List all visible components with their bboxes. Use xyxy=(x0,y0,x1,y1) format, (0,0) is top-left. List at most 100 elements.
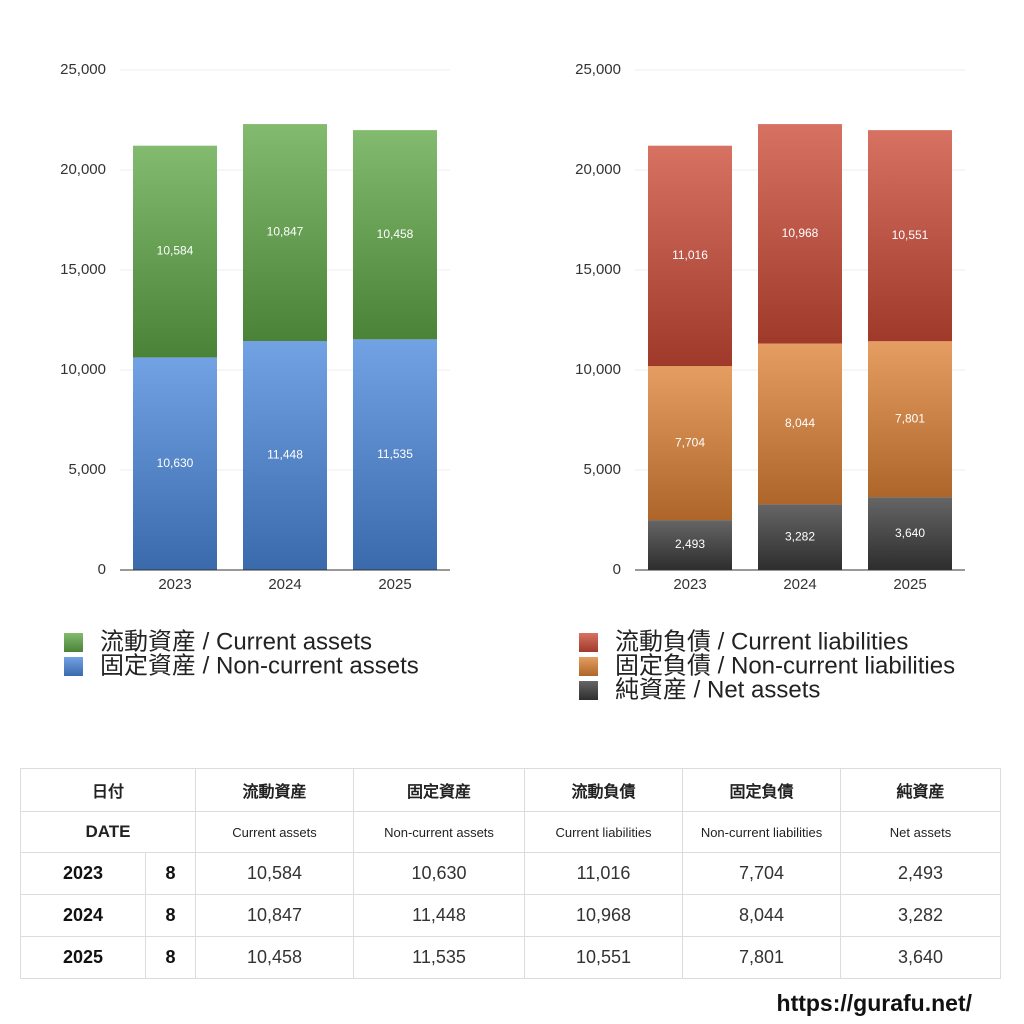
legend-label: 固定資産 / Non-current assets xyxy=(100,652,419,679)
table-cell: 3,282 xyxy=(840,894,1002,937)
bar-shade xyxy=(648,520,732,570)
bar-shade xyxy=(868,341,952,498)
value-label: 10,551 xyxy=(892,228,929,242)
table-cell: 10,551 xyxy=(524,936,684,979)
y-tick-label: 5,000 xyxy=(68,461,106,478)
table-cell: Non-current liabilities xyxy=(682,811,842,853)
y-tick-label: 20,000 xyxy=(60,161,106,178)
x-tick-label: 2025 xyxy=(893,576,926,593)
bar-shade xyxy=(868,130,952,342)
legend-swatch-shade xyxy=(64,633,83,652)
legend-label: 純資産 / Net assets xyxy=(615,676,820,703)
table-cell: 8,044 xyxy=(682,894,842,937)
y-tick-label: 10,000 xyxy=(575,361,621,378)
bar-shade xyxy=(243,124,327,342)
table-cell: Current liabilities xyxy=(524,811,684,853)
bar-shade xyxy=(758,124,842,344)
table-cell: 7,704 xyxy=(682,852,842,895)
x-tick-label: 2024 xyxy=(783,576,816,593)
table-cell: 2025 xyxy=(20,936,146,979)
data-table: 日付 流動資産 固定資産 流動負債 固定負債 純資産 DATE Current assets N… xyxy=(19,768,1002,979)
table-cell: 2023 xyxy=(20,852,146,895)
y-tick-label: 20,000 xyxy=(575,161,621,178)
value-label: 10,584 xyxy=(157,244,194,258)
table-cell: DATE xyxy=(19,811,197,853)
value-label: 8,044 xyxy=(785,416,815,430)
table-cell: 10,847 xyxy=(195,894,355,937)
bar-shade xyxy=(133,145,217,358)
header-row: DATE Current assets Non-current assets Curr… xyxy=(19,811,1002,853)
legend-label: 固定負債 / Non-current liabilities xyxy=(615,652,955,679)
table-cell: 11,448 xyxy=(353,894,526,937)
bar-shade xyxy=(133,357,217,570)
table-cell: 7,801 xyxy=(682,936,842,979)
value-label: 10,847 xyxy=(267,225,304,239)
table-cell: 純資産 xyxy=(840,768,1002,812)
value-label: 3,640 xyxy=(895,526,925,540)
y-tick-label: 5,000 xyxy=(583,461,621,478)
table-cell: 固定負債 xyxy=(682,768,842,812)
value-label: 11,016 xyxy=(672,248,708,262)
table-cell: 2024 xyxy=(20,894,146,937)
x-tick-label: 2023 xyxy=(673,576,706,593)
body-row: 2025 8 10,458 11,535 10,551 7,801 3,640 xyxy=(20,936,1002,979)
table-cell: Non-current assets xyxy=(353,811,526,853)
table-cell: 8 xyxy=(144,852,197,895)
bar-shade xyxy=(648,145,732,367)
bar-shade xyxy=(758,343,842,505)
y-tick-label: 15,000 xyxy=(60,261,106,278)
body-row: 2024 8 10,847 11,448 10,968 8,044 3,282 xyxy=(20,894,1002,937)
table-cell: 11,535 xyxy=(353,936,526,979)
x-tick-label: 2025 xyxy=(378,576,411,593)
y-tick-label: 25,000 xyxy=(575,61,621,78)
table-cell: 10,584 xyxy=(195,852,355,895)
legend-swatch-shade xyxy=(579,681,598,700)
value-label: 11,535 xyxy=(377,447,413,461)
table-cell: 流動資産 xyxy=(195,768,355,812)
value-label: 3,282 xyxy=(785,529,815,543)
body-row: 2023 8 10,584 10,630 11,016 7,704 2,493 xyxy=(20,852,1002,895)
legend-swatch-shade xyxy=(579,657,598,676)
value-label: 10,968 xyxy=(782,226,819,240)
legend-label: 流動負債 / Current liabilities xyxy=(615,628,908,655)
table-cell: 8 xyxy=(144,936,197,979)
table-cell: 10,630 xyxy=(353,852,526,895)
table-cell: Net assets xyxy=(840,811,1002,853)
value-label: 11,448 xyxy=(267,448,303,462)
table-cell: 10,968 xyxy=(524,894,684,937)
y-tick-label: 0 xyxy=(613,561,621,578)
bar-shade xyxy=(353,130,437,340)
legend-swatch-shade xyxy=(579,633,598,652)
y-tick-label: 15,000 xyxy=(575,261,621,278)
x-tick-label: 2023 xyxy=(158,576,191,593)
bar-shade xyxy=(868,497,952,570)
value-label: 2,493 xyxy=(675,537,705,551)
bar-shade xyxy=(648,366,732,521)
y-tick-label: 25,000 xyxy=(60,61,106,78)
table-cell: 11,016 xyxy=(524,852,684,895)
table-cell: 2,493 xyxy=(840,852,1002,895)
header-row: 日付 流動資産 固定資産 流動負債 固定負債 純資産 xyxy=(19,768,1002,812)
footer-url: https://gurafu.net/ xyxy=(776,990,972,1016)
table-cell: 3,640 xyxy=(840,936,1002,979)
bar-shade xyxy=(353,339,437,570)
table-cell: 固定資産 xyxy=(353,768,526,812)
y-tick-label: 0 xyxy=(98,561,106,578)
table-cell: 日付 xyxy=(19,768,197,812)
legend-swatch-shade xyxy=(64,657,83,676)
x-tick-label: 2024 xyxy=(268,576,301,593)
value-label: 10,630 xyxy=(157,456,194,470)
charts: 0 5,000 10,000 15,000 20,000 25,000 2023 10,630… xyxy=(60,61,965,703)
table-cell: 10,458 xyxy=(195,936,355,979)
table-cell: 流動負債 xyxy=(524,768,684,812)
value-label: 7,704 xyxy=(675,435,705,449)
legend-label: 流動資産 / Current assets xyxy=(100,628,372,655)
table-cell: Current assets xyxy=(195,811,355,853)
value-label: 10,458 xyxy=(377,227,414,241)
y-tick-label: 10,000 xyxy=(60,361,106,378)
bar-shade xyxy=(758,504,842,570)
bar-shade xyxy=(243,341,327,570)
table-cell: 8 xyxy=(144,894,197,937)
value-label: 7,801 xyxy=(895,411,925,425)
